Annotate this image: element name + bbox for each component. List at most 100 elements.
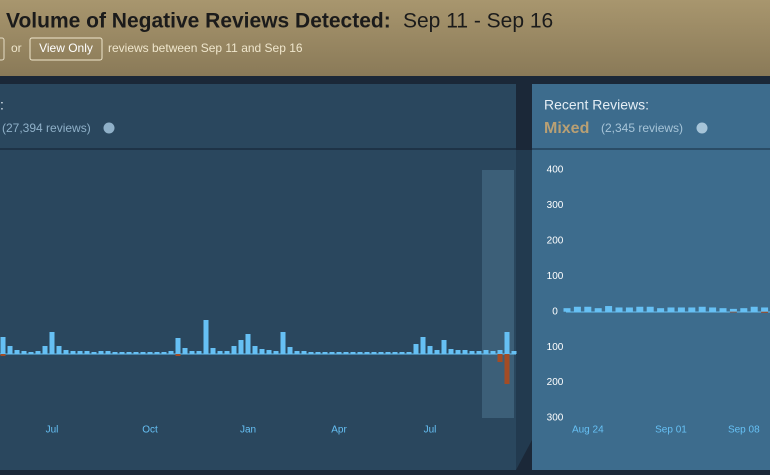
bar bbox=[273, 351, 279, 354]
y-tick-label: 300 bbox=[547, 200, 564, 211]
bar bbox=[308, 352, 314, 354]
y-tick-label: 0 bbox=[552, 306, 558, 317]
y-tick-label: 300 bbox=[547, 413, 564, 424]
bar bbox=[657, 308, 665, 312]
bar bbox=[605, 306, 613, 312]
bar bbox=[21, 351, 27, 354]
button-cropped[interactable] bbox=[0, 37, 5, 61]
or-text: or bbox=[11, 41, 22, 55]
bar bbox=[266, 350, 272, 354]
header-band bbox=[0, 0, 770, 76]
bar bbox=[441, 340, 447, 354]
recent-panel bbox=[532, 84, 770, 470]
bar bbox=[761, 307, 769, 312]
header-note: reviews between Sep 11 and Sep 16 bbox=[108, 41, 303, 55]
bar bbox=[350, 352, 356, 354]
header-title: Volume of Negative Reviews Detected: bbox=[6, 10, 391, 33]
bar bbox=[91, 352, 97, 354]
bar bbox=[175, 354, 181, 356]
bar bbox=[105, 351, 111, 354]
bar bbox=[719, 308, 727, 312]
bar bbox=[56, 346, 62, 354]
view-only-button[interactable] bbox=[29, 37, 103, 61]
bar bbox=[322, 352, 328, 354]
recent-count: (2,345 reviews) bbox=[601, 121, 683, 135]
overall-count: (27,394 reviews) bbox=[2, 121, 91, 135]
y-tick-label: 200 bbox=[547, 235, 564, 246]
bar bbox=[63, 350, 69, 354]
bar bbox=[563, 308, 571, 312]
bar bbox=[698, 306, 706, 312]
y-tick-label: 100 bbox=[547, 342, 564, 353]
x-tick-label: Aug 24 bbox=[572, 425, 604, 436]
bar bbox=[761, 311, 769, 313]
bar bbox=[301, 351, 307, 354]
bar bbox=[14, 350, 20, 354]
bar bbox=[729, 308, 737, 312]
bar bbox=[378, 352, 384, 354]
bar bbox=[98, 351, 104, 354]
bar bbox=[511, 351, 517, 354]
bar bbox=[483, 350, 489, 354]
bar bbox=[729, 311, 737, 313]
bar bbox=[455, 350, 461, 354]
bar bbox=[238, 340, 244, 354]
x-tick-label: Sep 08 bbox=[728, 425, 760, 436]
bar bbox=[35, 351, 41, 354]
bar bbox=[7, 346, 13, 354]
bar bbox=[469, 351, 475, 354]
x-tick-label: Apr bbox=[331, 425, 347, 436]
bar bbox=[42, 346, 48, 354]
bar bbox=[126, 352, 132, 354]
bar bbox=[357, 352, 363, 354]
bar bbox=[615, 307, 623, 312]
bar bbox=[329, 352, 335, 354]
bar bbox=[364, 352, 370, 354]
bar bbox=[497, 354, 503, 362]
bar bbox=[182, 348, 188, 354]
bar bbox=[224, 351, 230, 354]
x-tick-label: Jul bbox=[46, 425, 59, 436]
bar bbox=[504, 354, 510, 384]
bar bbox=[119, 352, 125, 354]
bar bbox=[77, 351, 83, 354]
divider bbox=[0, 76, 770, 84]
bar bbox=[287, 347, 293, 354]
bar bbox=[490, 351, 496, 354]
bar bbox=[84, 351, 90, 354]
bar bbox=[584, 306, 592, 312]
bar bbox=[168, 351, 174, 354]
x-tick-label: Jul bbox=[424, 425, 437, 436]
bar bbox=[189, 351, 195, 354]
x-tick-label: Oct bbox=[142, 425, 158, 436]
bar bbox=[462, 350, 468, 354]
bar bbox=[371, 352, 377, 354]
bar bbox=[133, 352, 139, 354]
bar bbox=[750, 306, 758, 312]
bar bbox=[497, 350, 503, 354]
bar bbox=[688, 307, 696, 312]
bar bbox=[336, 352, 342, 354]
bar bbox=[392, 352, 398, 354]
bar bbox=[343, 352, 349, 354]
header-dates: Sep 11 - Sep 16 bbox=[403, 10, 553, 33]
bar bbox=[245, 334, 251, 354]
bar bbox=[594, 308, 602, 312]
bar bbox=[175, 338, 181, 354]
bar bbox=[210, 348, 216, 354]
bar bbox=[434, 350, 440, 354]
bar bbox=[413, 344, 419, 354]
overall-panel bbox=[0, 84, 516, 470]
bar bbox=[406, 352, 412, 354]
recent-rating: Mixed bbox=[544, 120, 589, 137]
bar bbox=[112, 352, 118, 354]
bar bbox=[399, 352, 405, 354]
overall-label: : bbox=[0, 97, 4, 113]
help-icon[interactable] bbox=[103, 122, 115, 134]
zoom-connector bbox=[516, 150, 532, 470]
bar bbox=[196, 351, 202, 354]
help-icon[interactable] bbox=[696, 122, 708, 134]
bar bbox=[70, 351, 76, 354]
view-only-label[interactable]: View Only bbox=[39, 41, 93, 55]
bar bbox=[231, 346, 237, 354]
